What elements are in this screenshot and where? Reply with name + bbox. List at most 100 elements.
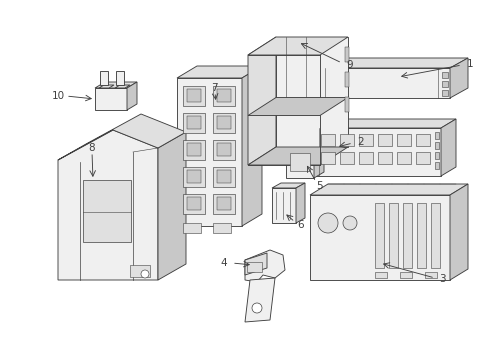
Bar [130,265,150,277]
Bar [217,143,230,156]
Bar [396,152,410,164]
Bar [441,81,447,87]
Bar [217,116,230,129]
Bar [345,97,348,112]
Polygon shape [247,147,347,165]
Polygon shape [313,142,324,178]
Polygon shape [440,119,455,176]
Bar [416,203,425,268]
Bar [186,116,201,129]
Bar [377,134,391,146]
Polygon shape [127,82,137,110]
Polygon shape [309,184,467,195]
Bar [183,86,204,106]
Bar [430,203,439,268]
Bar [374,203,383,268]
Bar [83,180,131,242]
Text: 6: 6 [297,220,304,230]
Polygon shape [315,128,440,176]
Circle shape [141,270,149,278]
Bar [415,134,429,146]
Bar [434,162,438,169]
Text: 8: 8 [88,143,95,153]
Polygon shape [95,88,127,110]
Bar [399,272,411,278]
Polygon shape [99,85,114,88]
Bar [213,223,230,233]
Bar [396,134,410,146]
Text: 1: 1 [466,59,472,69]
Polygon shape [247,37,347,55]
Polygon shape [271,188,295,223]
Bar [320,152,334,164]
Text: 7: 7 [210,83,217,93]
Bar [388,203,397,268]
Bar [434,142,438,149]
Polygon shape [319,58,467,68]
Bar [289,153,309,171]
Bar [402,203,411,268]
Polygon shape [449,58,467,98]
Text: 9: 9 [345,60,352,70]
Bar [345,47,348,62]
Bar [183,140,204,160]
Bar [345,72,348,87]
Polygon shape [285,148,313,178]
Bar [415,152,429,164]
Bar [213,194,235,214]
Polygon shape [247,98,347,116]
Bar [441,90,447,96]
Polygon shape [116,71,124,85]
Text: 4: 4 [220,258,227,267]
Bar [217,89,230,102]
Bar [358,134,372,146]
Circle shape [251,303,262,313]
Circle shape [317,213,337,233]
Bar [339,134,353,146]
Bar [217,170,230,183]
Polygon shape [275,37,347,147]
Polygon shape [247,37,275,165]
Bar [213,167,235,187]
Polygon shape [244,278,274,322]
Polygon shape [242,66,262,226]
Polygon shape [449,184,467,280]
Bar [217,197,230,210]
Bar [213,113,235,133]
Bar [434,132,438,139]
Bar [441,72,447,78]
Polygon shape [100,71,108,85]
Polygon shape [285,142,324,148]
Polygon shape [158,132,185,280]
Bar [377,152,391,164]
Polygon shape [295,183,305,223]
Bar [434,152,438,159]
Polygon shape [319,68,449,98]
Bar [183,194,204,214]
Bar [186,89,201,102]
Text: 5: 5 [316,180,323,190]
Bar [183,113,204,133]
Polygon shape [244,253,266,275]
Bar [246,262,262,272]
Bar [186,197,201,210]
Bar [186,170,201,183]
Polygon shape [177,66,262,78]
Polygon shape [95,82,137,88]
Polygon shape [244,250,285,282]
Polygon shape [177,78,242,226]
Bar [424,272,436,278]
Polygon shape [271,183,305,188]
Polygon shape [115,85,130,88]
Bar [183,223,201,233]
Polygon shape [315,119,455,128]
Bar [186,143,201,156]
Bar [339,152,353,164]
Polygon shape [309,195,449,280]
Polygon shape [58,114,185,160]
Bar [213,86,235,106]
Circle shape [342,216,356,230]
Bar [183,167,204,187]
Polygon shape [58,130,158,280]
Bar [213,140,235,160]
